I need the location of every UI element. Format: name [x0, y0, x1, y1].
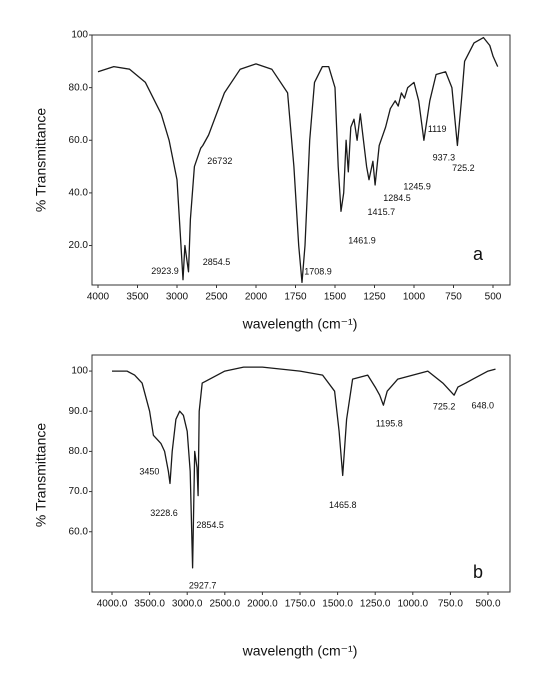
x-tick-label: 1750.0	[285, 599, 316, 610]
spectrum-line	[97, 36, 499, 284]
x-tick-label: 3500.0	[134, 599, 165, 610]
peak-label: 1465.8	[329, 500, 357, 510]
plot-frame	[91, 354, 511, 593]
x-tick-label: 2000	[245, 292, 268, 303]
plot-frame	[91, 34, 511, 286]
panel-label: b	[473, 562, 483, 582]
x-tick-label: 500.0	[475, 599, 500, 610]
x-tick-label: 3000	[166, 292, 189, 303]
peak-label: 1461.9	[348, 236, 376, 246]
y-tick-label: 20.0	[69, 240, 89, 251]
y-axis-title: % Transmittance	[33, 423, 49, 527]
y-axis-title: % Transmittance	[33, 108, 49, 212]
x-tick-label: 3000.0	[172, 599, 203, 610]
y-tick-label: 60.0	[69, 135, 89, 146]
x-axis-title: wavelength (cm⁻¹)	[242, 316, 358, 332]
x-tick-label: 3500	[126, 292, 149, 303]
peak-label: 1708.9	[304, 267, 332, 277]
peak-label: 26732	[207, 156, 232, 166]
peak-label: 1415.7	[368, 207, 396, 217]
peak-label: 3450	[139, 467, 159, 477]
x-tick-label: 500	[485, 292, 502, 303]
peak-label: 1119	[428, 124, 447, 134]
peak-label: 937.3	[433, 153, 456, 163]
peak-label: 1245.9	[403, 181, 431, 191]
peak-label: 1195.8	[376, 419, 403, 429]
x-tick-label: 1000	[403, 292, 426, 303]
peak-label: 1284.5	[383, 193, 411, 203]
spectrum-line	[112, 366, 496, 569]
y-tick-label: 100	[71, 30, 88, 41]
x-tick-label: 2500	[205, 292, 228, 303]
x-tick-label: 1250	[363, 292, 386, 303]
peak-label: 2854.5	[196, 520, 224, 530]
x-tick-label: 1500	[324, 292, 347, 303]
peak-label: 648.0	[471, 400, 494, 410]
x-tick-label: 1000.0	[398, 599, 429, 610]
x-tick-label: 4000.0	[97, 599, 128, 610]
x-tick-label: 1750	[284, 292, 307, 303]
peak-label: 725.2	[433, 402, 456, 412]
x-axis-title: wavelength (cm⁻¹)	[242, 643, 358, 659]
y-tick-label: 70.0	[69, 486, 89, 497]
x-tick-label: 1250.0	[360, 599, 391, 610]
peak-label: 2923.9	[151, 266, 179, 276]
y-tick-label: 60.0	[69, 526, 89, 537]
y-tick-label: 100	[71, 366, 88, 377]
peak-label: 725.2	[452, 163, 475, 173]
y-tick-label: 80.0	[69, 446, 89, 457]
x-tick-label: 2000.0	[247, 599, 278, 610]
peak-label: 2854.5	[203, 257, 231, 267]
x-tick-label: 750.0	[438, 599, 463, 610]
y-tick-label: 90.0	[69, 406, 89, 417]
y-tick-label: 80.0	[69, 82, 89, 93]
x-tick-label: 2500.0	[210, 599, 241, 610]
x-tick-label: 750	[445, 292, 462, 303]
peak-label: 2927.7	[189, 580, 217, 590]
x-tick-label: 1500.0	[322, 599, 353, 610]
x-tick-label: 4000	[87, 292, 110, 303]
y-tick-label: 40.0	[69, 188, 89, 199]
peak-label: 3228.6	[150, 508, 178, 518]
panel-label: a	[473, 244, 484, 264]
